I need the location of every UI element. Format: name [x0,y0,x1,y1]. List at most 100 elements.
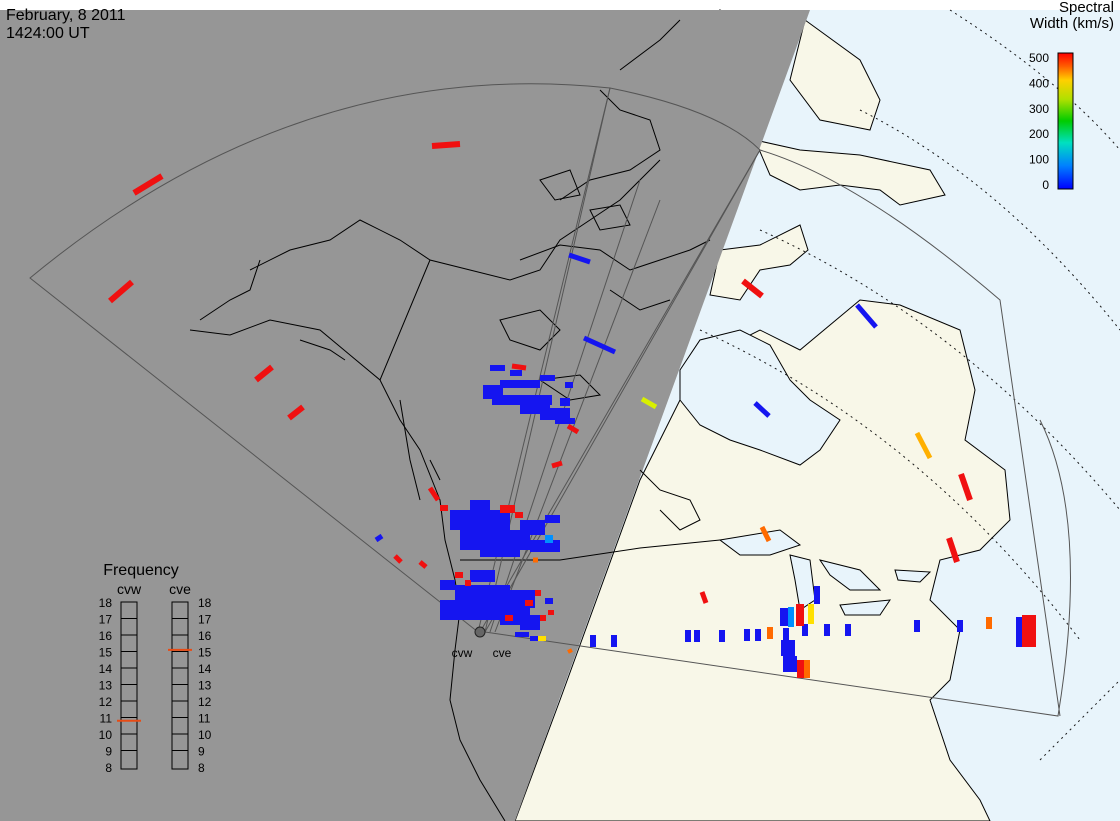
frequency-tick-left: 17 [99,613,113,627]
echo-cell [440,580,455,590]
time-label: 1424:00 UT [6,25,90,42]
colorbar-tick-label: 400 [1029,76,1049,90]
echo-cell [565,382,573,388]
echo-cell [455,585,490,603]
radar-site-label: cvw [452,646,473,660]
echo-cell [699,591,709,604]
frequency-tick-left: 12 [99,695,113,709]
colorbar-tick-label: 500 [1029,51,1049,65]
echo-cell [440,505,448,511]
radar-site-icon [474,626,486,638]
echo-cell [783,656,797,672]
echo-cell [958,473,973,501]
echo-cell [465,580,471,586]
echo-cell [568,252,591,265]
night-coastlines [189,19,711,821]
echo-cell [804,660,810,678]
frequency-tick-right: 14 [198,662,212,676]
echo-cell [1022,615,1036,647]
echo-cell [490,365,505,371]
frequency-title: Frequency [103,562,179,579]
echo-cell [500,505,515,513]
frequency-panel: Frequency cvw cve 18 18 17 17 16 16 15 15 14 14 13 13 1… [99,562,212,775]
colorbar-tick-label: 100 [1029,153,1049,167]
echo-cell [814,586,820,604]
frequency-tick-right: 8 [198,761,205,775]
echo-cell [545,535,553,543]
echo-cell [540,408,570,420]
frequency-tick-left: 13 [99,679,113,693]
echo-cell [753,401,771,418]
echo-cell [755,629,761,641]
frequency-tick-left: 8 [105,761,112,775]
echo-cell [455,572,463,578]
frequency-tick-right: 15 [198,646,212,660]
echo-cell [797,660,805,678]
echo-cell [741,278,764,299]
echo-cell [525,600,533,606]
political-boundaries [379,259,721,561]
echo-cell [418,560,428,569]
spectral-width-colorbar [1057,52,1074,190]
echo-cell [719,630,725,642]
echo-cell [744,629,750,641]
frequency-tick-left: 11 [100,712,113,726]
echo-cell [287,404,305,421]
echo-cell [480,545,520,557]
echo-cell [555,418,575,424]
frequency-tick-right: 17 [198,613,212,627]
echo-cell [511,363,527,371]
radar-site-label: cve [493,646,512,660]
echo-cell [802,624,808,636]
echo-cell [500,380,540,388]
echo-cell [470,570,495,582]
frequency-tick-right: 9 [198,745,205,759]
echo-cell [796,604,804,626]
hudson-bay [679,329,841,466]
echo-cell [505,615,513,621]
echo-cell [567,648,573,654]
echo-cell [431,141,461,149]
echo-cell [640,396,658,410]
echo-cell [783,628,789,640]
frequency-tick-right: 18 [198,596,212,610]
echo-cell [520,520,545,535]
frequency-column-name: cvw [117,581,142,597]
frequency-tick-right: 11 [198,712,211,726]
echo-cell [788,607,794,627]
colorbar-title: Spectral Width (km/s) [1030,0,1114,32]
frequency-tick-left: 16 [99,629,113,643]
echo-cell [470,500,490,510]
frequency-tick-left: 9 [105,745,112,759]
echo-cell [767,627,773,639]
echo-cell [759,525,772,543]
echo-cell [1016,617,1026,647]
frequency-tick-right: 16 [198,629,212,643]
echo-cell [566,423,580,435]
echo-cell [957,620,963,632]
frequency-tick-left: 15 [99,646,113,660]
date-label: February, 8 2011 [6,7,126,24]
frequency-tick-right: 12 [198,695,212,709]
echo-cell [515,632,529,637]
echo-cell [515,512,523,518]
night-side-shading [0,10,810,821]
echo-cell [545,515,560,523]
echo-cell [551,460,563,469]
echo-cell [808,604,814,624]
echo-cell [855,303,878,329]
echo-cell [520,615,540,630]
echo-cell [440,600,500,620]
echo-cell [582,335,617,355]
colorbar-tick-label: 300 [1029,102,1049,116]
echo-cell [490,585,510,600]
frequency-column-name: cve [169,581,191,597]
frequency-tick-right: 10 [198,728,212,742]
frequency-scale-box [171,601,189,770]
echo-cell [548,610,554,615]
echo-cell [914,431,933,460]
colorbar-tick-label: 200 [1029,127,1049,141]
echo-cell [545,598,553,604]
